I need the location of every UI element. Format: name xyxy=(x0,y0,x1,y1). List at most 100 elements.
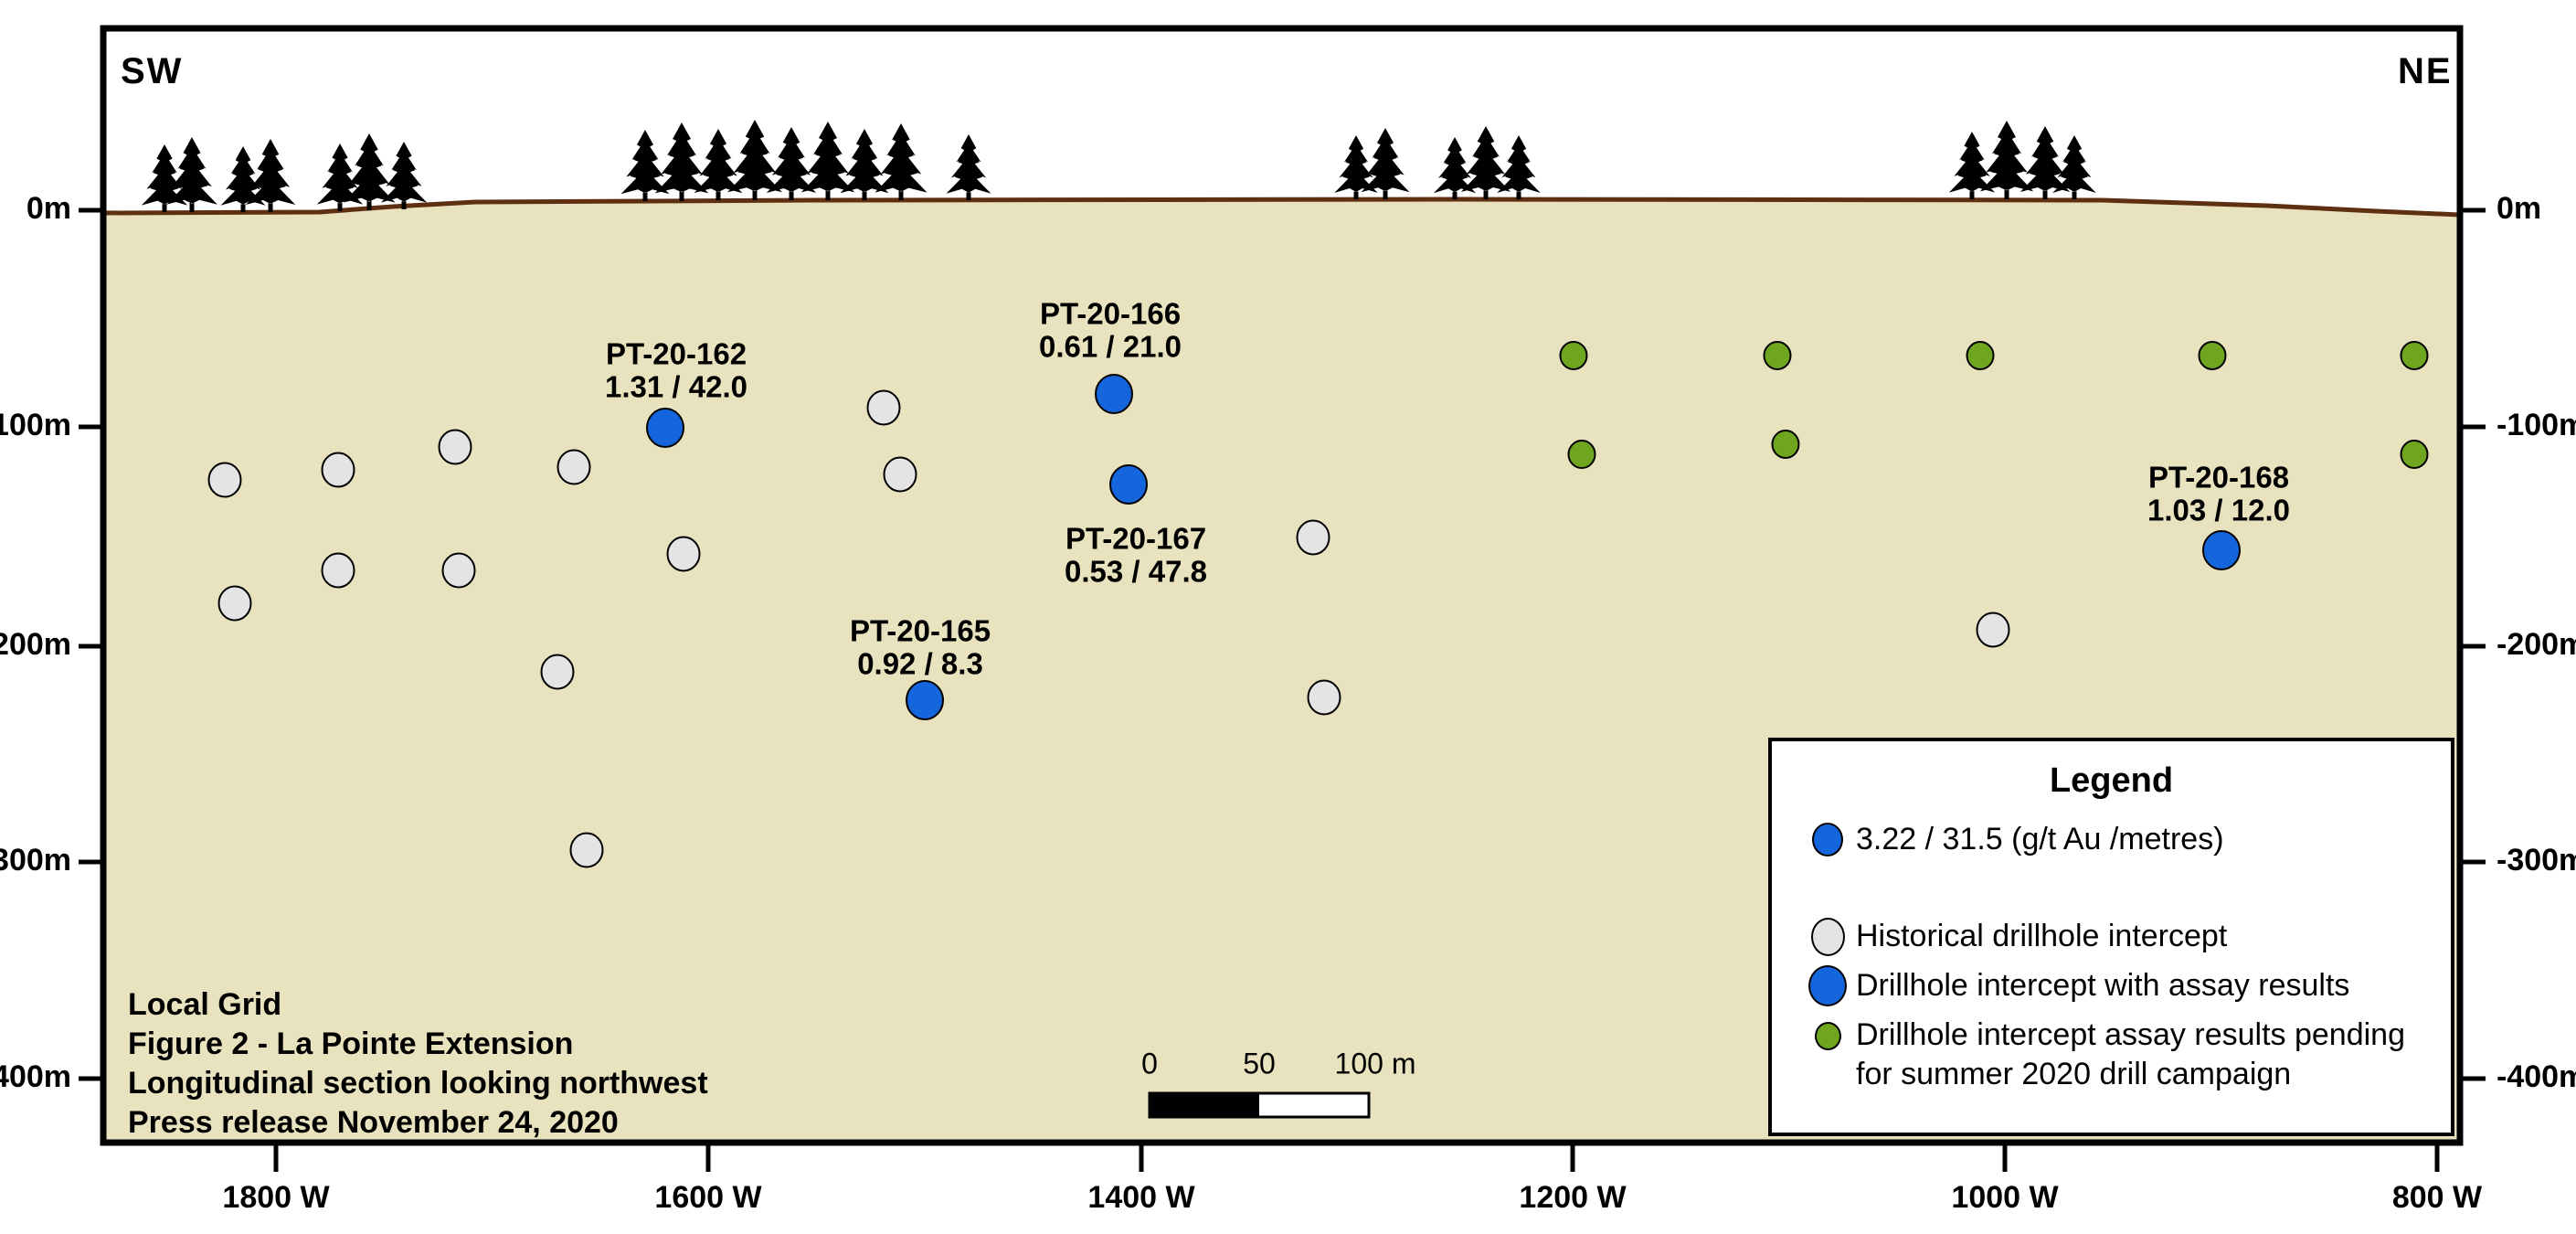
historical-drillhole-marker xyxy=(866,389,901,426)
scale-bar-black-segment xyxy=(1150,1093,1259,1117)
y-axis-label-left: 0m xyxy=(27,191,71,226)
caption-line-release: Press release November 24, 2020 xyxy=(128,1105,619,1140)
pine-tree-icon xyxy=(1460,126,1511,199)
x-axis-label: 800 W xyxy=(2392,1180,2483,1215)
drillhole-id-label: PT-20-168 xyxy=(2148,461,2289,495)
pine-tree-icon xyxy=(166,137,217,212)
historical-drillhole-marker xyxy=(1976,612,2010,648)
assay-drillhole-marker xyxy=(1095,374,1133,414)
assay-drillhole-marker xyxy=(646,408,684,448)
pine-tree-icon xyxy=(1361,128,1410,199)
x-axis-label: 1200 W xyxy=(1519,1180,1627,1215)
historical-drillhole-marker xyxy=(438,429,472,465)
pine-tree-icon xyxy=(946,134,991,200)
drillhole-value-label: 0.53 / 47.8 xyxy=(1065,555,1207,589)
pine-tree-icon xyxy=(1979,121,2034,199)
pine-tree-icon xyxy=(380,142,428,209)
drillhole-id-label: PT-20-166 xyxy=(1040,297,1181,331)
pending-drillhole-marker xyxy=(2400,440,2429,469)
legend-item-pending: Drillhole intercept assay results pendin… xyxy=(1799,1016,2436,1094)
pending-drillhole-marker xyxy=(1966,341,1995,370)
x-axis-label: 1000 W xyxy=(1951,1180,2059,1215)
pine-tree-icon xyxy=(220,146,266,212)
historical-drillhole-marker xyxy=(666,536,701,572)
caption-line-title: Figure 2 - La Pointe Extension xyxy=(128,1027,574,1061)
pine-tree-icon xyxy=(343,133,396,210)
pine-tree-icon xyxy=(727,120,782,200)
scale-bar-label: 0 xyxy=(1141,1047,1158,1080)
pine-tree-icon xyxy=(2019,126,2071,199)
orientation-label-sw: SW xyxy=(121,51,184,91)
assay-drillhole-marker xyxy=(906,680,944,720)
pine-tree-icon xyxy=(245,139,296,212)
drillhole-value-label: 0.92 / 8.3 xyxy=(857,647,983,681)
legend-item-label: Historical drillhole intercept xyxy=(1856,919,2228,953)
figure-caption: Local Grid Figure 2 - La Pointe Extensio… xyxy=(128,985,708,1143)
pending-drillhole-marker xyxy=(1771,430,1800,459)
legend-title: Legend xyxy=(2049,761,2174,800)
historical-circle-icon xyxy=(1810,917,1845,956)
pine-tree-icon xyxy=(1334,135,1378,199)
pine-tree-icon xyxy=(1948,132,1996,199)
y-axis-label-right: -400m xyxy=(2496,1059,2576,1094)
pine-tree-icon xyxy=(654,122,709,201)
legend-item-historical: Historical drillhole intercept xyxy=(1799,917,2436,956)
legend-item-assay: Drillhole intercept with assay results xyxy=(1799,965,2436,1006)
y-axis-label-right: -100m xyxy=(2496,408,2576,442)
pine-tree-icon xyxy=(1433,137,1477,199)
historical-drillhole-marker xyxy=(207,462,242,498)
assay-drillhole-marker xyxy=(2202,530,2241,570)
caption-line-section: Longitudinal section looking northwest xyxy=(128,1066,708,1101)
surface-line xyxy=(102,197,2461,218)
x-axis-label: 1800 W xyxy=(222,1180,330,1215)
legend-box: Legend 3.22 / 31.5 (g/t Au /metres) Hist… xyxy=(1768,738,2454,1136)
legend-item-assay-example: 3.22 / 31.5 (g/t Au /metres) xyxy=(1799,820,2436,859)
pine-tree-icon xyxy=(766,127,817,200)
drillhole-value-label: 1.31 / 42.0 xyxy=(605,370,747,404)
legend-item-label: Drillhole intercept with assay results xyxy=(1856,968,2350,1003)
pending-circle-icon xyxy=(1814,1022,1841,1050)
historical-drillhole-marker xyxy=(1307,679,1341,716)
pine-tree-icon xyxy=(1497,135,1541,199)
drillhole-value-label: 0.61 / 21.0 xyxy=(1039,330,1182,364)
x-axis-label: 1400 W xyxy=(1087,1180,1195,1215)
historical-drillhole-marker xyxy=(217,585,252,622)
assay-drillhole-marker xyxy=(1109,464,1148,505)
pine-tree-icon xyxy=(875,123,928,200)
legend-item-label: 3.22 / 31.5 (g/t Au /metres) xyxy=(1856,822,2224,856)
y-axis-label-right: -300m xyxy=(2496,843,2576,878)
pending-drillhole-marker xyxy=(1763,341,1792,370)
pine-tree-icon xyxy=(840,129,889,200)
pending-drillhole-marker xyxy=(2400,341,2429,370)
legend-item-label: Drillhole intercept assay results pendin… xyxy=(1856,1017,2405,1052)
drillhole-id-label: PT-20-167 xyxy=(1065,522,1206,556)
historical-drillhole-marker xyxy=(540,654,575,690)
scale-bar-label: 50 xyxy=(1243,1047,1276,1080)
pending-drillhole-marker xyxy=(2198,341,2227,370)
historical-drillhole-marker xyxy=(569,832,604,868)
pine-tree-icon xyxy=(620,130,670,201)
drillhole-value-label: 1.03 / 12.0 xyxy=(2147,494,2290,527)
legend-item-label-line2: for summer 2020 drill campaign xyxy=(1856,1057,2292,1091)
x-axis-label: 1600 W xyxy=(654,1180,762,1215)
y-axis-label-right: -200m xyxy=(2496,627,2576,662)
y-axis-label-left: -100m xyxy=(0,408,71,442)
drillhole-id-label: PT-20-162 xyxy=(606,337,747,371)
y-axis-label-right: 0m xyxy=(2496,191,2541,226)
plot-border xyxy=(100,25,2464,1146)
y-axis-label-left: -400m xyxy=(0,1059,71,1094)
orientation-label-ne: NE xyxy=(2398,51,2453,91)
pending-drillhole-marker xyxy=(1567,440,1596,469)
caption-line-grid: Local Grid xyxy=(128,987,282,1022)
pine-tree-icon xyxy=(2052,135,2096,199)
pine-tree-icon xyxy=(800,122,855,200)
assay-circle-icon xyxy=(1808,965,1847,1006)
scale-bar-label: 100 m xyxy=(1335,1047,1416,1080)
historical-drillhole-marker xyxy=(1296,519,1330,556)
historical-drillhole-marker xyxy=(883,456,917,493)
historical-drillhole-marker xyxy=(321,452,355,488)
historical-drillhole-marker xyxy=(321,552,355,589)
pending-drillhole-marker xyxy=(1559,341,1588,370)
scale-bar-white-segment xyxy=(1259,1093,1369,1117)
